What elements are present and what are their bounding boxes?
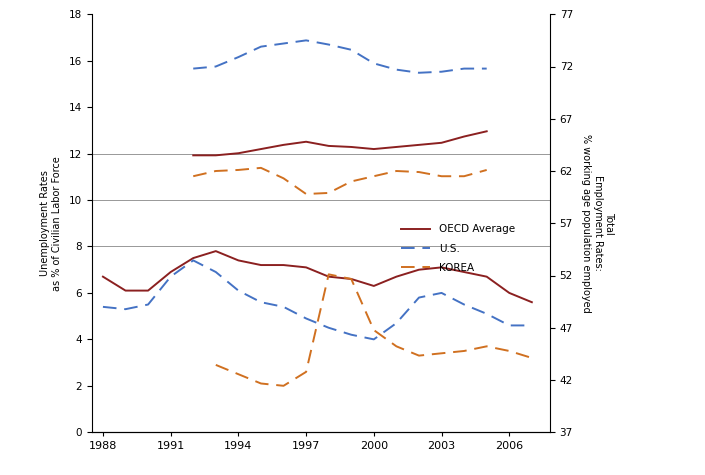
Y-axis label: Total
Employment Rates:
% working age population employed: Total Employment Rates: % working age po… — [581, 134, 614, 313]
Y-axis label: Unemployment Rates
as % of Civilian Labor Force: Unemployment Rates as % of Civilian Labo… — [40, 156, 62, 291]
Legend: OECD Average, U.S., KOREA: OECD Average, U.S., KOREA — [397, 220, 519, 277]
